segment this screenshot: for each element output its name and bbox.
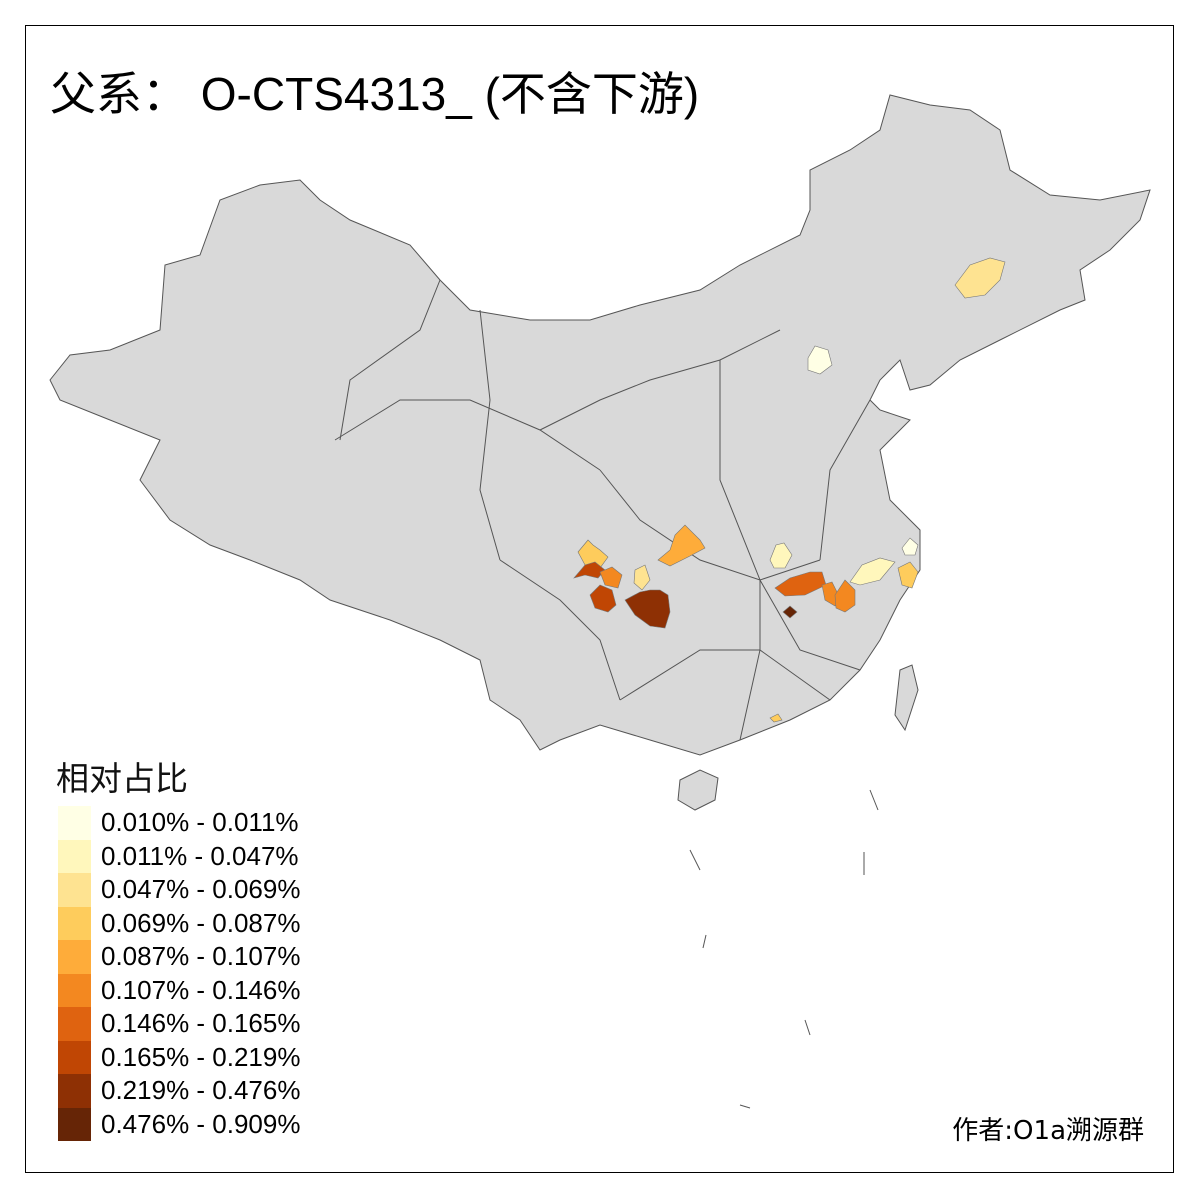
province-region — [624, 589, 671, 629]
legend-swatch — [58, 873, 91, 907]
legend-swatch — [58, 839, 91, 873]
legend-item: 0.476% - 0.909% — [58, 1107, 301, 1141]
china-mainland — [49, 94, 1151, 756]
legend-swatch — [58, 1107, 91, 1141]
legend-label: 0.219% - 0.476% — [101, 1075, 301, 1106]
taiwan-island — [894, 664, 919, 732]
legend-label: 0.146% - 0.165% — [101, 1008, 301, 1039]
legend-item: 0.219% - 0.476% — [58, 1074, 300, 1108]
province-region — [834, 579, 856, 613]
province-boundary — [619, 649, 831, 701]
legend-item: 0.069% - 0.087% — [58, 906, 301, 940]
province-region — [782, 605, 798, 619]
legend-label: 0.087% - 0.107% — [101, 941, 301, 972]
province-boundary — [339, 279, 441, 441]
legend-swatch — [58, 906, 91, 940]
province-region — [849, 557, 896, 586]
province-boundary — [819, 399, 871, 561]
province-boundary — [334, 399, 601, 471]
author-credit: 作者:O1a溯源群 — [952, 1116, 1144, 1146]
province-region — [599, 566, 623, 589]
legend: 0.010% - 0.011% 0.011% - 0.047% 0.047% - 0… — [58, 806, 300, 1141]
legend-swatch — [58, 1074, 91, 1108]
legend-item: 0.087% - 0.107% — [58, 940, 300, 974]
province-region — [633, 564, 651, 591]
province-region — [897, 561, 919, 589]
legend-label: 0.047% - 0.069% — [101, 874, 301, 905]
legend-label: 0.010% - 0.011% — [101, 807, 299, 838]
map-title: 父系： O-CTS4313_ (不含下游) — [50, 68, 700, 120]
south-china-sea-dash — [702, 934, 707, 949]
south-china-sea-dash — [739, 1104, 751, 1109]
province-region — [769, 713, 783, 723]
legend-swatch — [58, 1007, 91, 1041]
legend-item: 0.047% - 0.069% — [58, 873, 300, 907]
legend-item: 0.011% - 0.047% — [58, 839, 300, 873]
province-boundary — [499, 559, 621, 701]
south-china-sea-dash — [689, 849, 701, 871]
legend-swatch — [58, 806, 91, 840]
province-region — [769, 542, 793, 569]
legend-swatch — [58, 1040, 91, 1074]
legend-label: 0.165% - 0.219% — [101, 1041, 301, 1072]
legend-item: 0.165% - 0.219% — [58, 1040, 301, 1074]
legend-swatch — [58, 940, 91, 974]
legend-item: 0.107% - 0.146% — [58, 973, 301, 1007]
hainan-island — [677, 769, 719, 811]
legend-item: 0.146% - 0.165% — [58, 1007, 300, 1041]
legend-item: 0.010% - 0.011% — [58, 806, 300, 840]
province-boundary — [599, 469, 821, 581]
legend-swatch — [58, 973, 91, 1007]
legend-label: 0.011% - 0.047% — [101, 840, 299, 871]
legend-title: 相对占比 — [56, 759, 188, 798]
province-boundary — [479, 309, 501, 561]
province-region — [807, 345, 833, 375]
map-frame — [25, 25, 1174, 1173]
south-china-sea-dash — [804, 1019, 811, 1036]
legend-label: 0.069% - 0.087% — [101, 907, 301, 938]
province-boundary — [759, 579, 861, 671]
province-region — [774, 571, 827, 597]
province-region — [954, 257, 1006, 299]
legend-label: 0.107% - 0.146% — [101, 974, 301, 1005]
province-region — [589, 584, 617, 613]
legend-label: 0.476% - 0.909% — [101, 1108, 301, 1139]
south-china-sea-dash — [869, 789, 879, 811]
province-region — [901, 537, 919, 556]
province-region — [657, 524, 706, 567]
province-boundary — [539, 329, 781, 431]
